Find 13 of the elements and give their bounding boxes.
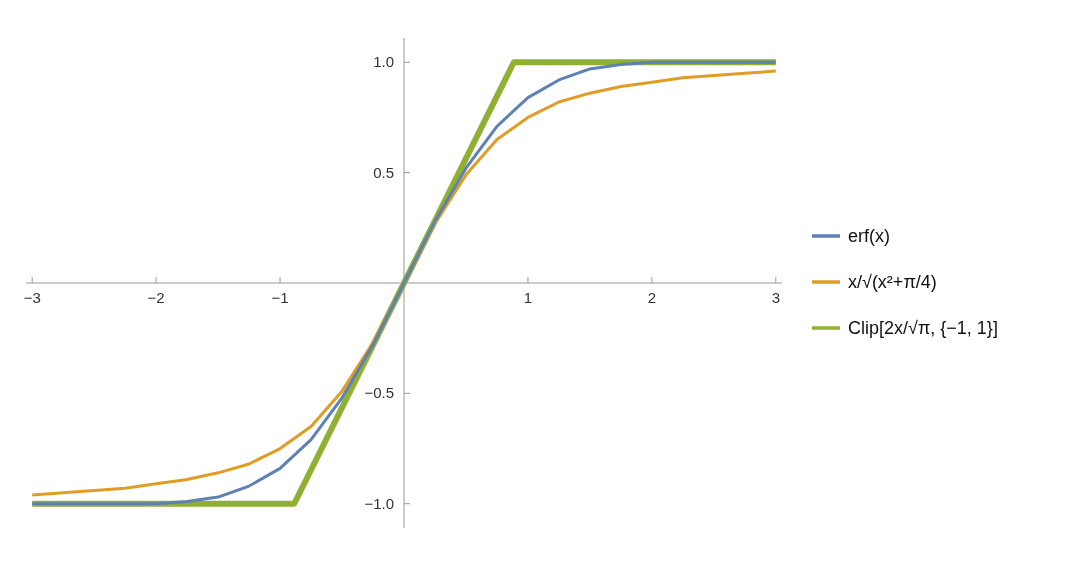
y-tick-label: 0.5 <box>373 163 394 181</box>
y-tick-label: 1.0 <box>373 53 394 71</box>
x-tick-label: 1 <box>523 289 533 306</box>
legend-label: x/√(x²+π/4) <box>848 271 937 293</box>
y-tick-label: −0.5 <box>364 384 394 402</box>
x-tick-label: −1 <box>271 289 289 306</box>
x-tick-label: −3 <box>23 289 41 306</box>
legend-label: erf(x) <box>848 225 890 247</box>
x-tick-label: 2 <box>647 289 657 306</box>
legend-label: Clip[2x/√π, {−1, 1}] <box>848 317 998 339</box>
x-tick-label: 3 <box>771 289 780 306</box>
y-tick-label: −1.0 <box>364 494 394 512</box>
x-tick-label: −2 <box>147 289 165 306</box>
